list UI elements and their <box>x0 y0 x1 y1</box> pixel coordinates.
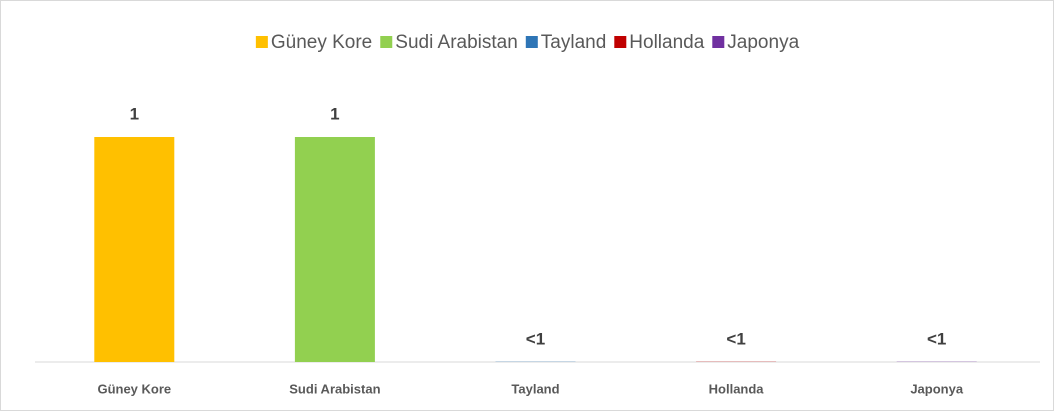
data-label: 1 <box>130 104 139 123</box>
bar <box>294 137 375 362</box>
legend-swatch <box>255 36 268 48</box>
legend-swatch <box>525 36 538 48</box>
data-label: <1 <box>927 329 946 348</box>
legend-swatch <box>380 36 393 48</box>
x-tick-label: Güney Kore <box>97 381 171 396</box>
data-label: <1 <box>526 329 545 348</box>
legend-label: Japonya <box>727 32 799 53</box>
legend-swatch <box>614 36 627 48</box>
legend-label: Tayland <box>541 32 607 53</box>
x-tick-label: Tayland <box>511 381 559 396</box>
legend-swatch <box>712 36 725 48</box>
x-tick-label: Sudi Arabistan <box>289 381 380 396</box>
x-tick-label: Hollanda <box>709 381 765 396</box>
legend-label: Hollanda <box>629 32 704 53</box>
x-tick-label: Japonya <box>910 381 964 396</box>
bar <box>94 137 175 362</box>
data-label: 1 <box>330 104 339 123</box>
legend: Güney Kore Sudi Arabistan Tayland Hollanda J… <box>255 32 800 53</box>
legend-label: Güney Kore <box>271 32 372 53</box>
data-label: <1 <box>726 329 745 348</box>
legend-label: Sudi Arabistan <box>395 32 518 53</box>
